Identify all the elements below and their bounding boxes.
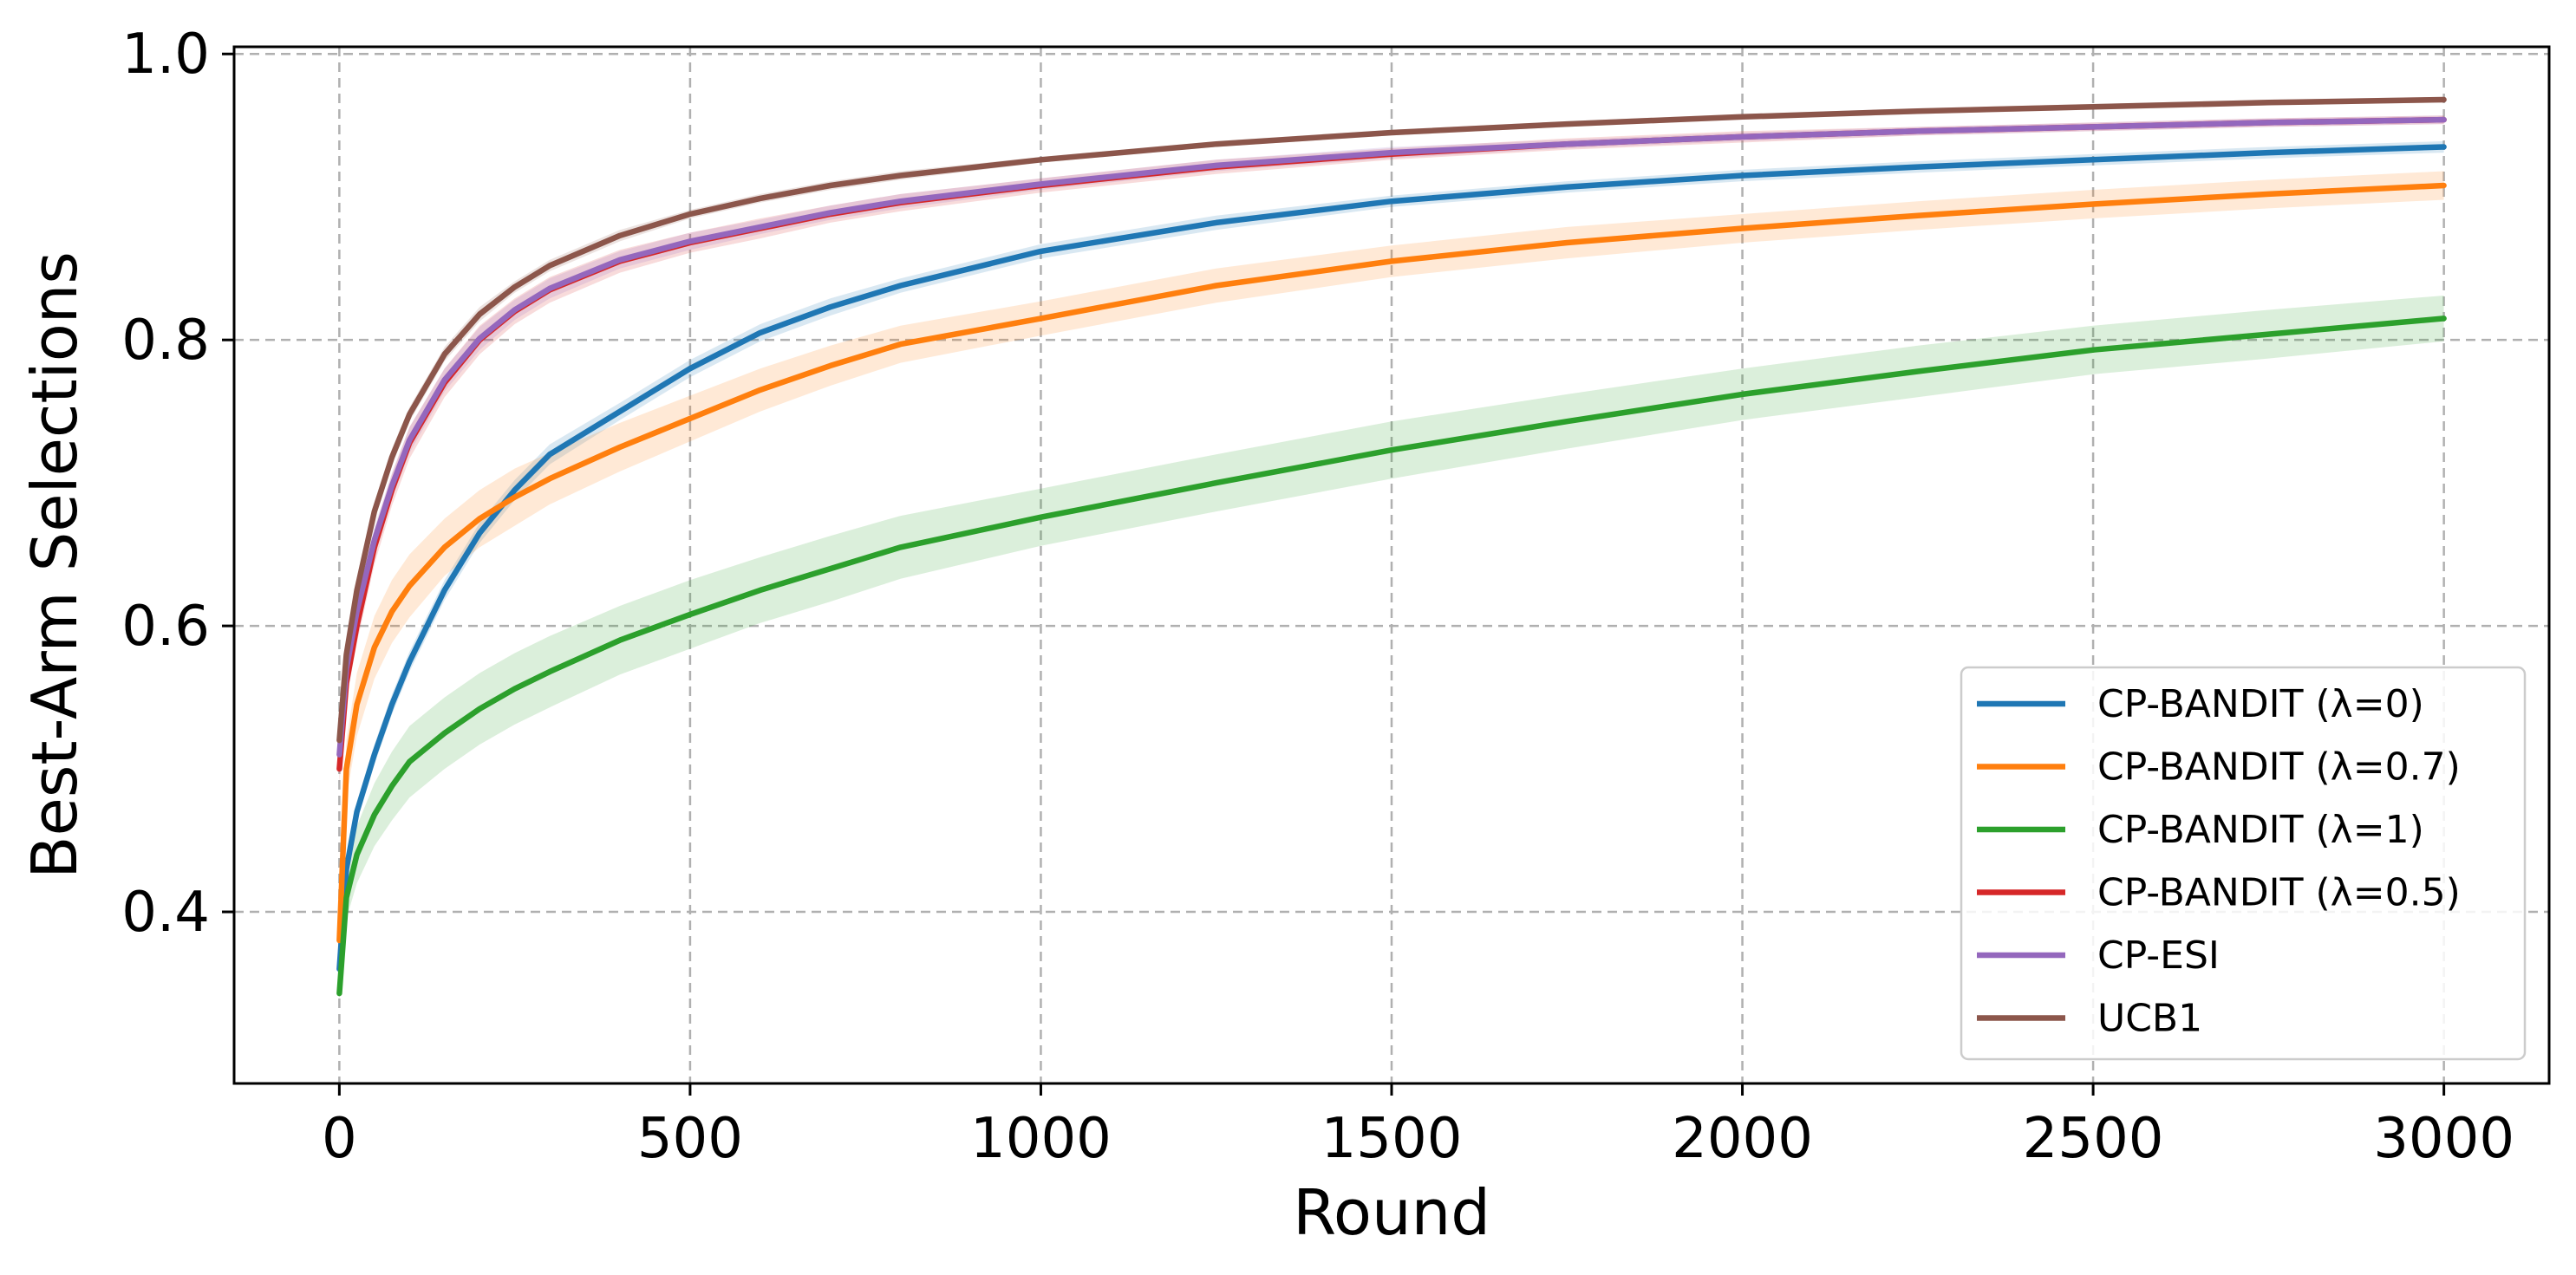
x-tick-label: 3000 bbox=[2373, 1107, 2514, 1171]
line-series-0 bbox=[336, 144, 2447, 973]
x-tick-label: 1000 bbox=[970, 1107, 1112, 1171]
line-series-5 bbox=[336, 96, 2447, 744]
legend-label: CP-BANDIT (λ=0) bbox=[2097, 682, 2424, 726]
confidence-bands bbox=[339, 96, 2444, 1001]
y-tick-label: 0.6 bbox=[121, 595, 210, 659]
series-lines bbox=[336, 96, 2447, 997]
band-series-2 bbox=[339, 296, 2444, 1001]
legend-label: CP-BANDIT (λ=0.7) bbox=[2097, 745, 2461, 790]
x-tick-label: 2000 bbox=[1672, 1107, 1813, 1171]
x-tick-label: 0 bbox=[322, 1107, 357, 1171]
line-series-4 bbox=[336, 116, 2447, 758]
y-tick-label: 0.8 bbox=[121, 309, 210, 373]
y-tick-label: 0.4 bbox=[121, 881, 210, 945]
legend-box bbox=[1960, 666, 2527, 1061]
legend: CP-BANDIT (λ=0) CP-BANDIT (λ=0.7) CP-BANDI… bbox=[1960, 666, 2527, 1061]
x-axis-title: Round bbox=[1293, 1176, 1490, 1249]
x-tick-label: 500 bbox=[637, 1107, 743, 1171]
line-series-2 bbox=[336, 315, 2447, 997]
y-tick-label: 1.0 bbox=[121, 23, 210, 87]
legend-label: CP-BANDIT (λ=0.5) bbox=[2097, 871, 2461, 915]
x-tick-label: 1500 bbox=[1321, 1107, 1463, 1171]
legend-label: CP-BANDIT (λ=1) bbox=[2097, 808, 2424, 852]
x-axis: 0 500 1000 1500 2000 2500 3000 bbox=[322, 1083, 2514, 1171]
legend-label: UCB1 bbox=[2097, 997, 2202, 1041]
line-series-1 bbox=[336, 182, 2447, 944]
x-tick-label: 2500 bbox=[2023, 1107, 2164, 1171]
legend-label: CP-ESI bbox=[2097, 933, 2220, 978]
band-series-1 bbox=[339, 171, 2444, 955]
y-axis: 0.4 0.6 0.8 1.0 bbox=[121, 23, 234, 945]
grid bbox=[234, 47, 2549, 1083]
y-axis-title: Best-Arm Selections bbox=[18, 251, 91, 879]
